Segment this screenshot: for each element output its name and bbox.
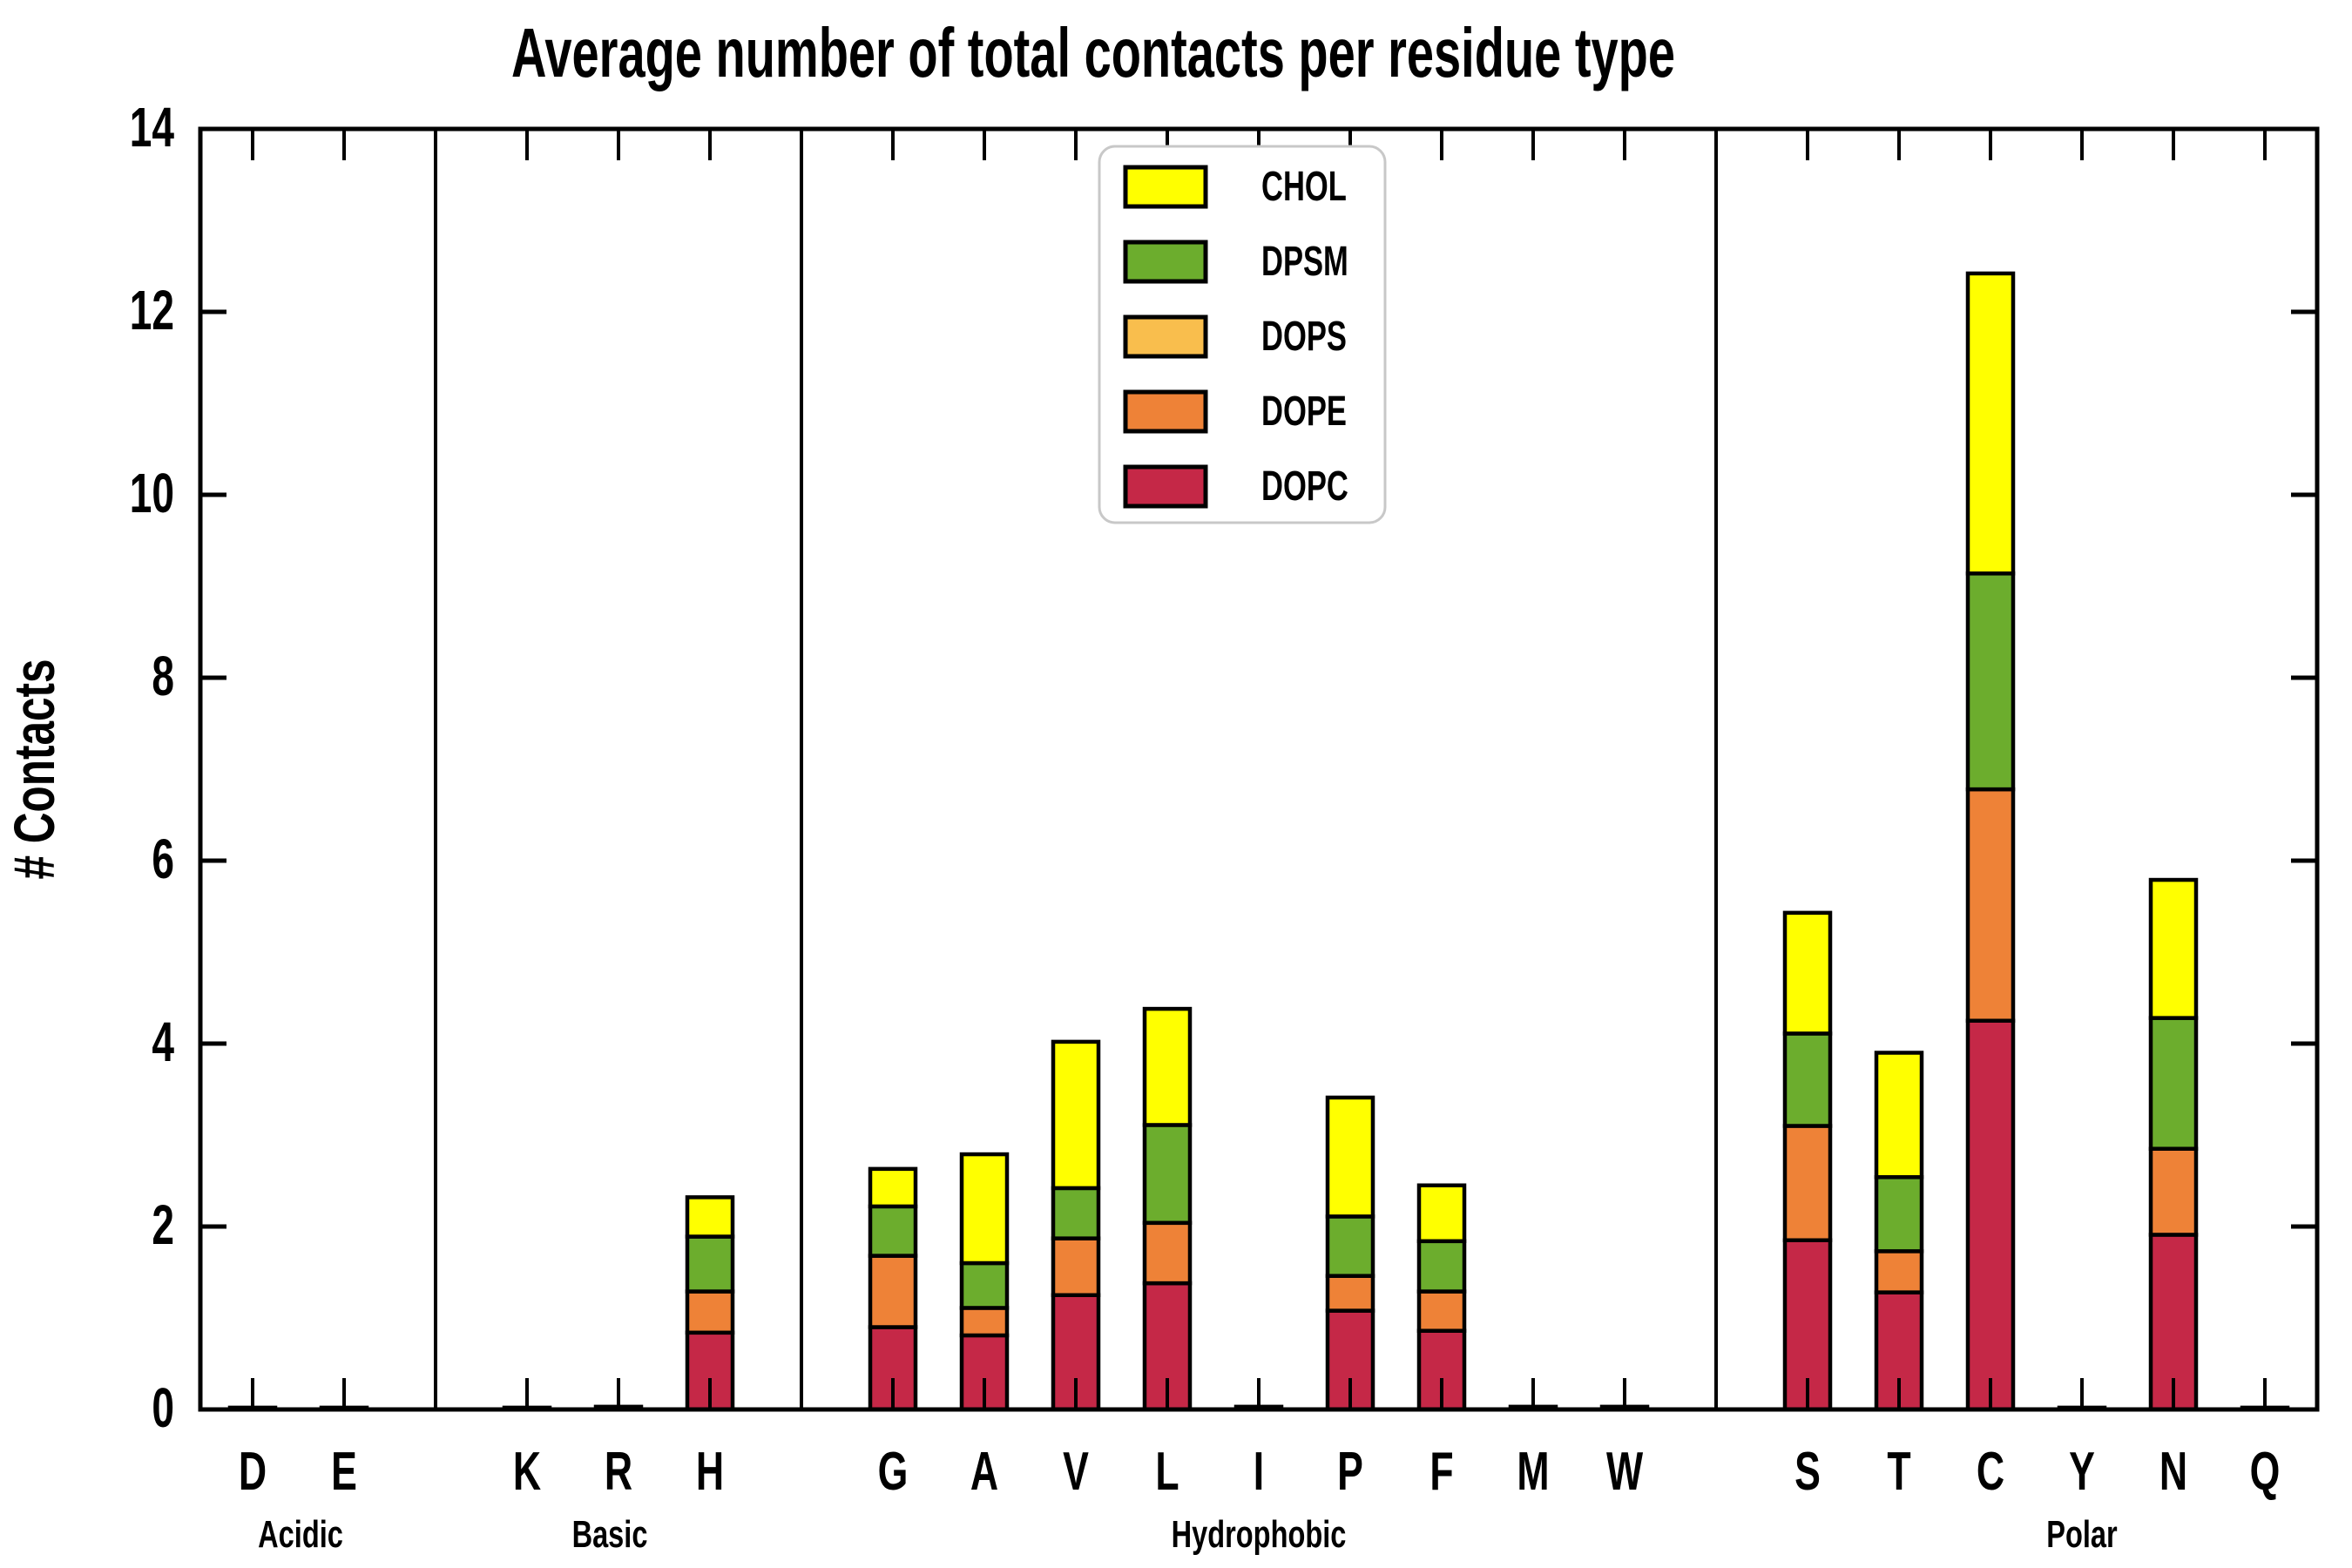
bar-segment-N-DPSM bbox=[2148, 1016, 2199, 1151]
x-tick-label-Y: Y bbox=[2069, 1442, 2095, 1502]
chart-title-text: Average number of total contacts per res… bbox=[511, 13, 1675, 91]
x-tick-label-A: A bbox=[970, 1442, 998, 1502]
group-label-basic: Basic bbox=[572, 1513, 648, 1556]
bar-segment-P-DOPE bbox=[1325, 1274, 1375, 1313]
x-tick-label-P: P bbox=[1337, 1442, 1363, 1502]
bar-segment-S-CHOL bbox=[1782, 910, 1833, 1036]
x-tick-label-V: V bbox=[1063, 1442, 1089, 1502]
legend-label-CHOL: CHOL bbox=[1261, 162, 1347, 209]
legend-swatch-DOPC bbox=[1123, 464, 1208, 509]
x-tick-label-I: I bbox=[1254, 1442, 1264, 1502]
bar-segment-S-DOPE bbox=[1782, 1124, 1833, 1242]
bar-segment-C-CHOL bbox=[1965, 271, 2016, 576]
x-tick-label-T: T bbox=[1887, 1442, 1910, 1502]
x-tick-label-K: K bbox=[513, 1442, 541, 1502]
bar-segment-L-DPSM bbox=[1142, 1123, 1193, 1226]
bar-segment-H-DOPE bbox=[685, 1289, 735, 1335]
axes-ticks bbox=[200, 129, 2317, 1409]
y-axis-label: # Contacts bbox=[3, 659, 67, 879]
x-tick-label-H: H bbox=[696, 1442, 724, 1502]
bar-segment-T-DPSM bbox=[1874, 1175, 1924, 1254]
bar-segment-N-CHOL bbox=[2148, 877, 2199, 1020]
chart-title: Average number of total contacts per res… bbox=[511, 13, 1675, 91]
x-tick-label-R: R bbox=[605, 1442, 632, 1502]
x-tick-label-S: S bbox=[1794, 1442, 1821, 1502]
y-tick-label-8: 8 bbox=[152, 645, 174, 707]
y-tick-label-2: 2 bbox=[152, 1194, 174, 1256]
group-label-hydrophobic: Hydrophobic bbox=[1172, 1513, 1347, 1556]
y-tick-label-14: 14 bbox=[130, 97, 174, 159]
bar-segment-P-CHOL bbox=[1325, 1095, 1375, 1219]
legend-label-DOPE: DOPE bbox=[1261, 387, 1347, 434]
bar-segment-P-DPSM bbox=[1325, 1214, 1375, 1278]
bar-segment-C-DPSM bbox=[1965, 571, 2016, 792]
bar-segment-L-DOPE bbox=[1142, 1220, 1193, 1286]
group-label-polar: Polar bbox=[2046, 1513, 2117, 1556]
bar-segment-G-DPSM bbox=[868, 1204, 918, 1258]
bar-segment-L-CHOL bbox=[1142, 1006, 1193, 1127]
x-tick-label-C: C bbox=[1977, 1442, 2004, 1502]
y-tick-label-6: 6 bbox=[152, 828, 174, 890]
x-tick-label-N: N bbox=[2159, 1442, 2187, 1502]
bar-segment-F-CHOL bbox=[1416, 1183, 1467, 1244]
legend: CHOL DPSM DOPS DOPE DOPC bbox=[1098, 145, 1387, 524]
group-label-acidic: Acidic bbox=[258, 1513, 343, 1556]
x-tick-label-L: L bbox=[1155, 1442, 1179, 1502]
bar-segment-H-DPSM bbox=[685, 1234, 735, 1294]
x-tick-label-F: F bbox=[1429, 1442, 1453, 1502]
y-axis-label-text: # Contacts bbox=[3, 659, 67, 879]
legend-swatch-DOPS bbox=[1123, 314, 1208, 359]
bar-segment-C-DOPE bbox=[1965, 787, 2016, 1023]
bar-segment-G-DOPE bbox=[868, 1254, 918, 1329]
bar-segment-A-DPSM bbox=[959, 1260, 1010, 1310]
bar-segment-V-DOPE bbox=[1051, 1236, 1101, 1298]
y-tick-label-10: 10 bbox=[130, 463, 174, 524]
x-tick-label-D: D bbox=[239, 1442, 267, 1502]
bar-segment-A-DOPE bbox=[959, 1306, 1010, 1338]
legend-label-DOPC: DOPC bbox=[1261, 462, 1348, 509]
bar-segment-F-DPSM bbox=[1416, 1239, 1467, 1294]
bar-segment-F-DOPE bbox=[1416, 1289, 1467, 1333]
bar-segment-S-DPSM bbox=[1782, 1031, 1833, 1128]
group-labels: Acidic Basic Hydrophobic Polar bbox=[258, 1513, 2118, 1556]
y-tick-label-12: 12 bbox=[130, 280, 174, 341]
legend-swatch-DOPE bbox=[1123, 389, 1208, 434]
bar-segment-T-CHOL bbox=[1874, 1051, 1924, 1179]
bar-segment-T-DOPE bbox=[1874, 1249, 1924, 1294]
bar-segment-V-CHOL bbox=[1051, 1039, 1101, 1191]
tick-labels: 0 2 4 6 8 10 12 14 D E K R H G A V L I P F M W S T C Y N Q bbox=[130, 97, 2281, 1502]
y-tick-label-0: 0 bbox=[152, 1377, 174, 1439]
y-tick-label-4: 4 bbox=[152, 1011, 174, 1073]
bar-segment-A-CHOL bbox=[959, 1152, 1010, 1266]
legend-label-DOPS: DOPS bbox=[1261, 312, 1347, 359]
x-tick-label-E: E bbox=[331, 1442, 357, 1502]
x-tick-label-Q: Q bbox=[2250, 1442, 2281, 1502]
legend-label-DPSM: DPSM bbox=[1261, 237, 1348, 284]
legend-swatch-DPSM bbox=[1123, 240, 1208, 284]
bar-segment-N-DOPE bbox=[2148, 1146, 2199, 1237]
x-tick-label-M: M bbox=[1517, 1442, 1549, 1502]
bar-segment-G-CHOL bbox=[868, 1166, 918, 1209]
bar-segment-H-CHOL bbox=[685, 1195, 735, 1239]
x-tick-label-G: G bbox=[878, 1442, 909, 1502]
legend-swatch-CHOL bbox=[1123, 165, 1208, 209]
bar-segment-C-DOPC bbox=[1965, 1018, 2016, 1412]
bar-segment-V-DPSM bbox=[1051, 1186, 1101, 1240]
x-tick-label-W: W bbox=[1606, 1442, 1643, 1502]
